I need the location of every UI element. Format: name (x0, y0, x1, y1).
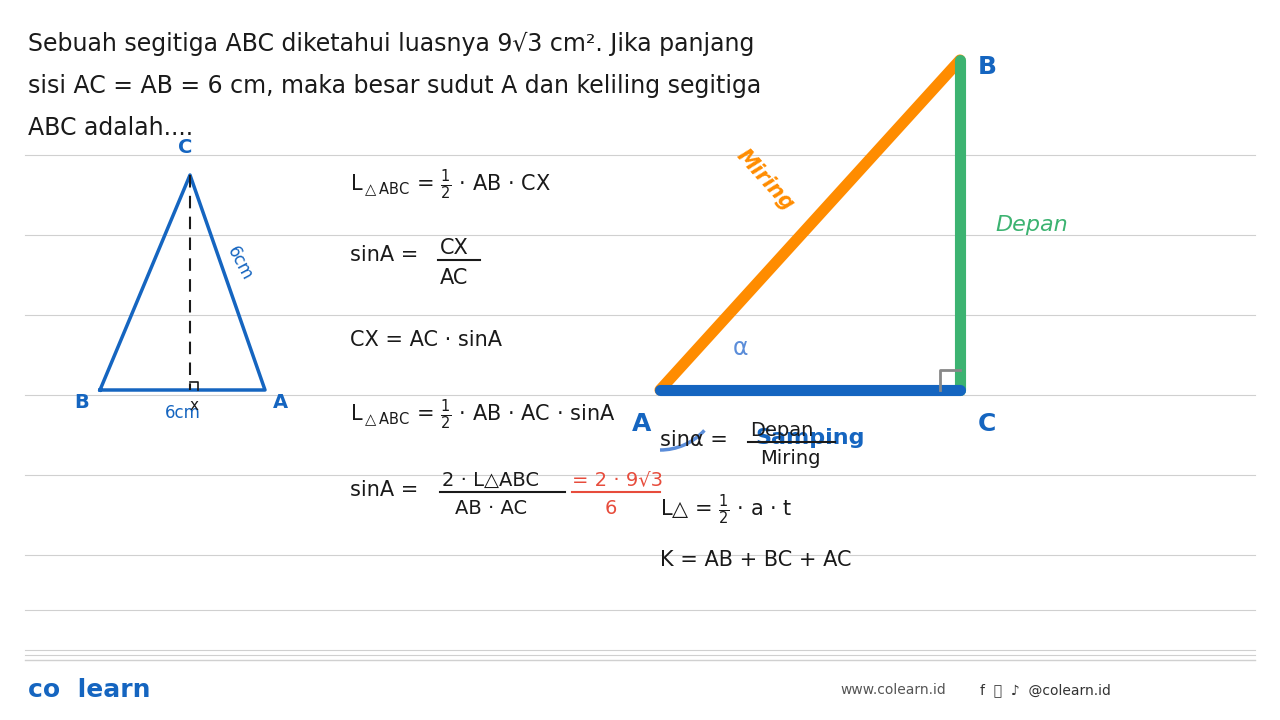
Text: K = AB + BC + AC: K = AB + BC + AC (660, 550, 851, 570)
Text: x: x (189, 398, 198, 413)
Text: sisi AC = AB = 6 cm, maka besar sudut A dan keliling segitiga: sisi AC = AB = 6 cm, maka besar sudut A … (28, 74, 762, 98)
Text: C: C (178, 138, 192, 157)
Text: Miring: Miring (760, 449, 820, 467)
Text: AC: AC (440, 268, 468, 288)
Text: www.colearn.id: www.colearn.id (840, 683, 946, 697)
Text: A: A (273, 393, 288, 412)
Text: CX = AC · sinA: CX = AC · sinA (349, 330, 502, 350)
Text: Sebuah segitiga ABC diketahui luasnya 9√3 cm². Jika panjang: Sebuah segitiga ABC diketahui luasnya 9√… (28, 32, 754, 56)
Text: B: B (74, 393, 90, 412)
Text: $\mathregular{L_{\triangle ABC}}$ = $\mathregular{\frac{1}{2}}$ · AB · CX: $\mathregular{L_{\triangle ABC}}$ = $\ma… (349, 168, 550, 202)
Text: CX: CX (440, 238, 468, 258)
Text: 2 · L△ABC: 2 · L△ABC (442, 470, 539, 490)
Text: Depan: Depan (750, 420, 813, 439)
Text: 6cm: 6cm (165, 404, 201, 422)
Text: C: C (978, 412, 996, 436)
Text: A: A (632, 412, 652, 436)
Text: = 2 · 9√3: = 2 · 9√3 (572, 470, 663, 490)
Text: co  learn: co learn (28, 678, 151, 702)
Text: Depan: Depan (995, 215, 1068, 235)
Text: Miring: Miring (732, 146, 797, 215)
Text: $\mathregular{L_{\triangle ABC}}$ = $\mathregular{\frac{1}{2}}$ · AB · AC · sinA: $\mathregular{L_{\triangle ABC}}$ = $\ma… (349, 397, 616, 432)
Text: Samping: Samping (755, 428, 865, 448)
Text: 6: 6 (605, 498, 617, 518)
Text: sinA =: sinA = (349, 245, 419, 265)
Text: L△ = $\mathregular{\frac{1}{2}}$ · a · t: L△ = $\mathregular{\frac{1}{2}}$ · a · t (660, 492, 792, 527)
Text: α: α (732, 336, 748, 360)
Text: f  ⓘ  ♪  @colearn.id: f ⓘ ♪ @colearn.id (980, 683, 1111, 697)
Text: ABC adalah....: ABC adalah.... (28, 116, 193, 140)
Text: B: B (978, 55, 997, 79)
Text: AB · AC: AB · AC (454, 498, 527, 518)
Text: sinα =: sinα = (660, 430, 728, 450)
Text: 6cm: 6cm (224, 244, 256, 284)
Text: sinA =: sinA = (349, 480, 419, 500)
